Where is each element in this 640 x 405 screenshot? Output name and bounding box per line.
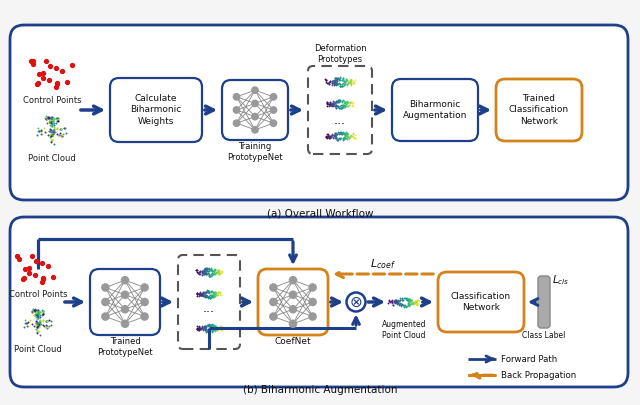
Text: Deformation
Prototypes: Deformation Prototypes <box>314 44 366 64</box>
Circle shape <box>308 298 317 306</box>
FancyBboxPatch shape <box>10 217 628 387</box>
Circle shape <box>269 283 278 292</box>
Circle shape <box>269 298 278 306</box>
Circle shape <box>251 113 259 121</box>
Text: Point Cloud: Point Cloud <box>28 154 76 163</box>
FancyBboxPatch shape <box>496 79 582 141</box>
FancyBboxPatch shape <box>110 78 202 142</box>
Text: Trained
PrototypeNet: Trained PrototypeNet <box>97 337 153 357</box>
Text: (a) Overall Workflow: (a) Overall Workflow <box>267 209 373 219</box>
Text: Class Label: Class Label <box>522 331 566 340</box>
FancyBboxPatch shape <box>10 25 628 200</box>
Text: (b) Biharmonic Augmentation: (b) Biharmonic Augmentation <box>243 385 397 395</box>
Circle shape <box>269 312 278 321</box>
Text: Trained
Classification
Network: Trained Classification Network <box>509 94 569 126</box>
Text: Point Cloud: Point Cloud <box>14 345 62 354</box>
FancyBboxPatch shape <box>178 255 240 349</box>
Text: ...: ... <box>203 301 215 315</box>
Text: Forward Path: Forward Path <box>501 354 557 364</box>
Circle shape <box>101 312 109 321</box>
Circle shape <box>346 292 365 311</box>
Circle shape <box>269 106 277 114</box>
Circle shape <box>308 283 317 292</box>
Text: Biharmonic
Augmentation: Biharmonic Augmentation <box>403 100 467 120</box>
FancyBboxPatch shape <box>392 79 478 141</box>
Circle shape <box>232 119 241 127</box>
Circle shape <box>251 100 259 107</box>
Text: $L_{coef}$: $L_{coef}$ <box>370 257 396 271</box>
Text: ...: ... <box>334 113 346 126</box>
FancyBboxPatch shape <box>538 276 550 328</box>
Circle shape <box>289 290 298 299</box>
Circle shape <box>140 283 149 292</box>
Text: $\otimes$: $\otimes$ <box>349 294 363 309</box>
Text: Augmented
Point Cloud: Augmented Point Cloud <box>381 320 426 340</box>
Text: Control Points: Control Points <box>23 96 81 105</box>
FancyBboxPatch shape <box>258 269 328 335</box>
Circle shape <box>289 276 298 284</box>
Circle shape <box>269 93 277 101</box>
Circle shape <box>251 86 259 94</box>
Circle shape <box>289 305 298 313</box>
FancyBboxPatch shape <box>438 272 524 332</box>
Text: $L_{cls}$: $L_{cls}$ <box>552 273 570 287</box>
Circle shape <box>101 283 109 292</box>
FancyBboxPatch shape <box>308 66 372 154</box>
Circle shape <box>232 106 241 114</box>
Circle shape <box>121 290 129 299</box>
Text: Back Propagation: Back Propagation <box>501 371 576 379</box>
FancyBboxPatch shape <box>90 269 160 335</box>
Circle shape <box>121 320 129 328</box>
Circle shape <box>251 126 259 134</box>
Text: Control Points: Control Points <box>9 290 67 299</box>
Circle shape <box>121 276 129 284</box>
Circle shape <box>101 298 109 306</box>
Text: Calculate
Biharmonic
Weights: Calculate Biharmonic Weights <box>131 94 182 126</box>
Circle shape <box>140 312 149 321</box>
Text: CoefNet: CoefNet <box>275 337 311 346</box>
Circle shape <box>269 119 277 127</box>
FancyBboxPatch shape <box>222 80 288 140</box>
Text: Classification
Network: Classification Network <box>451 292 511 312</box>
Circle shape <box>121 305 129 313</box>
Circle shape <box>289 320 298 328</box>
Circle shape <box>308 312 317 321</box>
Circle shape <box>140 298 149 306</box>
Circle shape <box>232 93 241 101</box>
Text: Training
PrototypeNet: Training PrototypeNet <box>227 142 283 162</box>
